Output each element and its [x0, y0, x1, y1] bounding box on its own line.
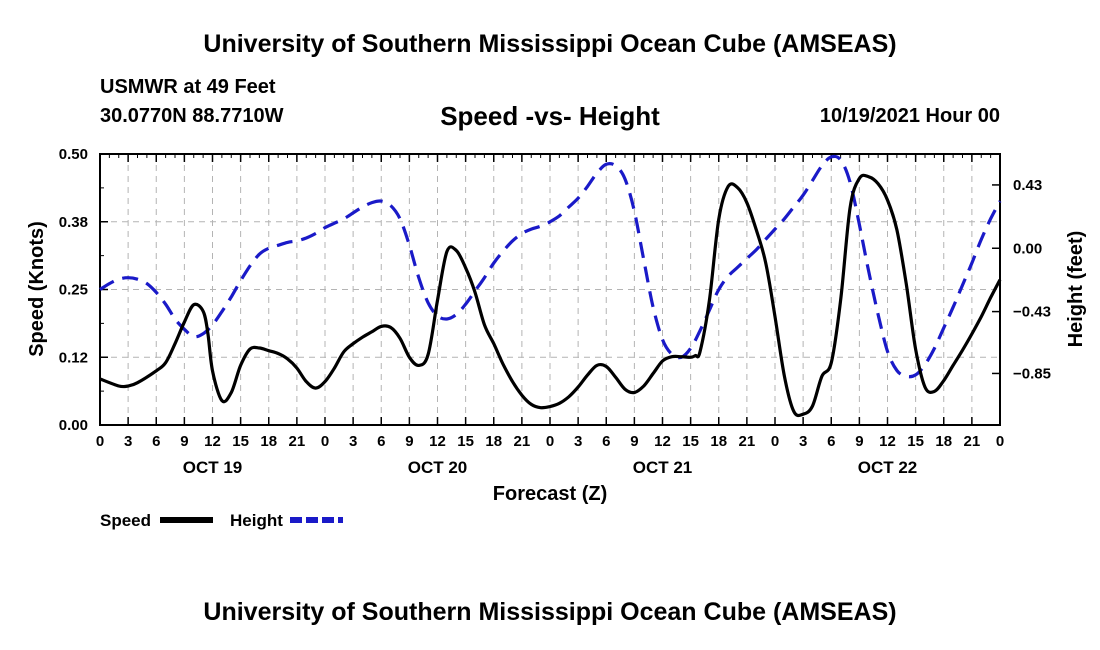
y-left-tick-label: 0.00 [59, 417, 88, 434]
x-tick-label: 0 [771, 433, 779, 450]
y-right-tick-label: 0.00 [1013, 240, 1042, 257]
y-axis-label-left: Speed (Knots) [26, 221, 48, 357]
legend-height-label: Height [230, 511, 283, 530]
y-left-tick-label: 0.50 [59, 146, 88, 163]
day-label: OCT 20 [408, 458, 468, 477]
x-tick-label: 21 [289, 433, 306, 450]
x-tick-label: 0 [996, 433, 1004, 450]
y-axis-label-right: Height (feet) [1065, 231, 1087, 348]
y-right-tick-label: −0.85 [1013, 365, 1051, 382]
y-right-tick-label: 0.43 [1013, 177, 1042, 194]
x-tick-label: 12 [429, 433, 446, 450]
x-tick-label: 18 [260, 433, 277, 450]
x-tick-label: 6 [602, 433, 610, 450]
page-title: University of Southern Mississippi Ocean… [203, 30, 897, 58]
coordinates-label: 30.0770N 88.7710W [100, 105, 284, 127]
x-tick-label: 3 [574, 433, 582, 450]
data-series [99, 154, 1002, 418]
x-tick-label: 15 [682, 433, 699, 450]
x-tick-label: 9 [855, 433, 863, 450]
x-tick-label: 3 [799, 433, 807, 450]
x-axis-label: Forecast (Z) [493, 483, 607, 505]
axis-ticks: 0 3 6 9 12 15 18 21 0 3 6 9 12 15 18 21 0 3 6 9 12 15 18 21 0 3 6 9… [59, 146, 1051, 477]
x-tick-label: 21 [739, 433, 756, 450]
x-tick-label: 6 [152, 433, 160, 450]
x-tick-label: 6 [827, 433, 835, 450]
x-tick-label: 9 [630, 433, 638, 450]
y-left-tick-label: 0.12 [59, 349, 88, 366]
forecast-datetime: 10/19/2021 Hour 00 [819, 105, 1000, 127]
x-tick-label: 12 [204, 433, 221, 450]
y-right-tick-label: −0.43 [1013, 304, 1051, 321]
day-label: OCT 21 [633, 458, 693, 477]
x-tick-label: 15 [907, 433, 924, 450]
station-label: USMWR at 49 Feet [100, 76, 276, 98]
x-tick-label: 3 [124, 433, 132, 450]
x-tick-label: 18 [485, 433, 502, 450]
x-tick-label: 15 [457, 433, 474, 450]
x-tick-label: 0 [96, 433, 104, 450]
x-tick-label: 21 [964, 433, 981, 450]
day-label: OCT 19 [183, 458, 243, 477]
x-tick-label: 0 [546, 433, 554, 450]
legend: Speed Height [100, 511, 343, 530]
x-tick-label: 6 [377, 433, 385, 450]
x-tick-label: 3 [349, 433, 357, 450]
grid-lines [100, 154, 1000, 425]
y-left-tick-label: 0.38 [59, 214, 88, 231]
x-tick-label: 0 [321, 433, 329, 450]
x-tick-label: 12 [654, 433, 671, 450]
x-tick-label: 15 [232, 433, 249, 450]
x-tick-label: 18 [710, 433, 727, 450]
x-tick-label: 18 [935, 433, 952, 450]
y-left-tick-label: 0.25 [59, 282, 88, 299]
x-tick-label: 9 [405, 433, 413, 450]
page-title-bottom: University of Southern Mississippi Ocean… [203, 598, 897, 626]
height-series-line [99, 154, 1002, 379]
x-tick-label: 21 [514, 433, 531, 450]
chart-title: Speed -vs- Height [440, 101, 660, 131]
x-tick-label: 9 [180, 433, 188, 450]
x-tick-label: 12 [879, 433, 896, 450]
day-label: OCT 22 [858, 458, 918, 477]
speed-series-line [99, 173, 1002, 418]
legend-speed-label: Speed [100, 511, 151, 530]
